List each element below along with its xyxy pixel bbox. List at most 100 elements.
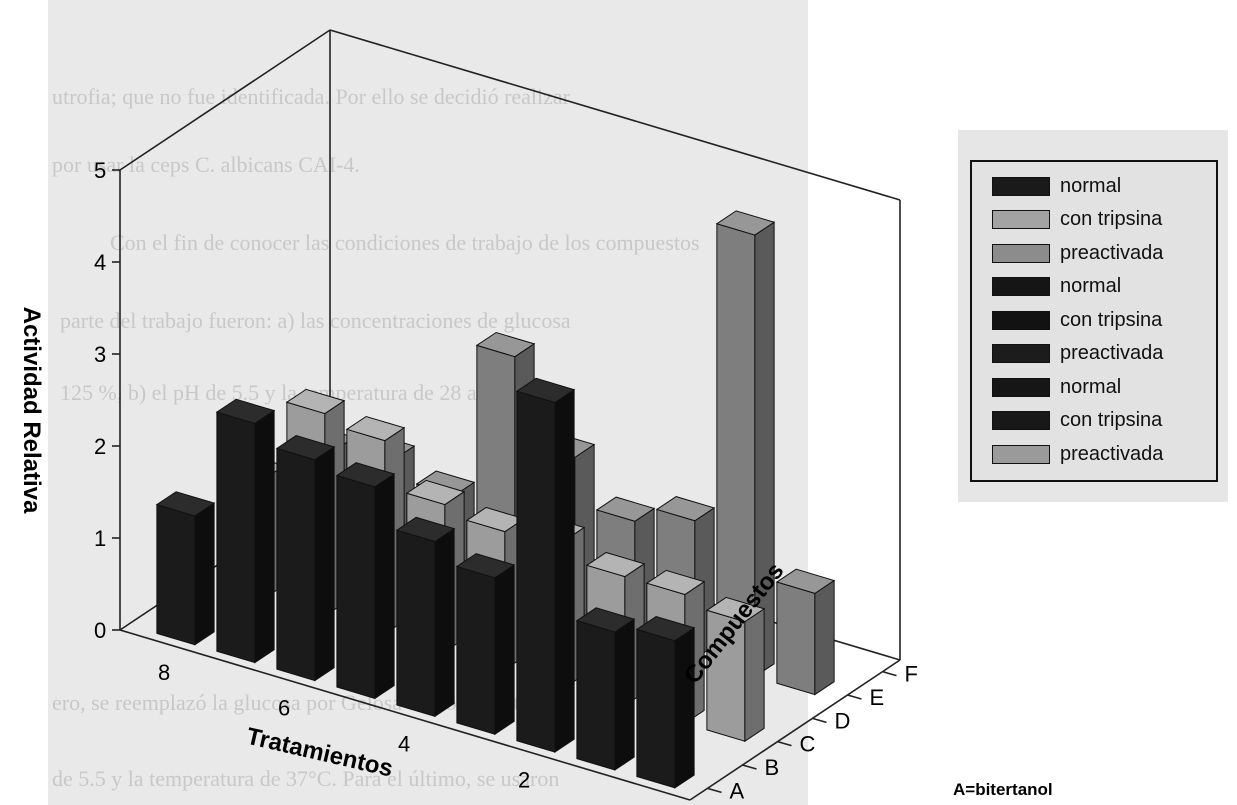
bar-front-face xyxy=(276,447,316,682)
y-tick-label: 4 xyxy=(94,250,106,275)
legend-item: con tripsina xyxy=(992,208,1162,232)
z-tick-label: A xyxy=(730,778,745,803)
bar-mark xyxy=(275,435,336,682)
y-axis-label: Actividad Relativa xyxy=(18,307,45,514)
bar-mark xyxy=(715,210,776,678)
bar-side-face xyxy=(434,527,455,718)
bar-side-face xyxy=(494,564,515,736)
bar-top-face xyxy=(655,496,716,522)
bar-front-face xyxy=(336,474,376,700)
bar-top-face xyxy=(595,496,656,522)
z-tick-label: C xyxy=(800,732,816,757)
bar-top-face xyxy=(155,491,216,517)
bar-mark xyxy=(215,398,276,664)
chart-frame-edge xyxy=(119,29,331,171)
bar-side-face xyxy=(814,579,835,696)
bar-side-face xyxy=(614,618,635,771)
z-tick-mark xyxy=(742,764,757,770)
chart-frame-edge xyxy=(689,659,901,801)
z-tick-mark xyxy=(812,717,827,724)
z-tick-mark xyxy=(847,694,862,700)
legend-item: preactivada xyxy=(992,442,1163,466)
bar-mark xyxy=(775,568,836,696)
legend-label: normal xyxy=(1060,375,1122,398)
y-tick-label: 0 xyxy=(94,618,106,643)
bar-top-face xyxy=(395,516,456,543)
bar-top-face xyxy=(635,615,696,642)
chart-frame-edge xyxy=(119,629,691,801)
legend-swatch xyxy=(992,377,1050,397)
bar-top-face xyxy=(515,377,576,404)
bar-side-face xyxy=(254,409,275,664)
bar-front-face xyxy=(456,565,496,735)
bar-mark xyxy=(395,516,456,718)
z-tick-label: B xyxy=(765,755,780,780)
legend-label: con tripsina xyxy=(1060,308,1163,331)
ghost-text-line: utrofia; que no fue identificada. Por el… xyxy=(52,84,571,109)
bar-mark xyxy=(155,491,216,646)
legend-label: preactivada xyxy=(1060,241,1164,264)
bar-side-face xyxy=(374,473,395,700)
y-tick-label: 2 xyxy=(94,434,106,459)
legend-label: normal xyxy=(1060,275,1122,297)
bar-mark xyxy=(335,462,396,700)
bar-front-face xyxy=(636,628,676,789)
bar-front-face xyxy=(396,529,436,717)
bar-top-face xyxy=(775,568,836,594)
z-tick-mark xyxy=(882,670,897,677)
bar-top-face xyxy=(585,551,646,578)
legend-swatch xyxy=(992,277,1050,296)
chart-frame-edge xyxy=(329,29,901,201)
y-tick-label: 5 xyxy=(94,158,106,183)
legend-label: preactivada xyxy=(1060,442,1164,465)
x-tick-label: 6 xyxy=(278,696,290,721)
bar-side-face xyxy=(194,502,215,646)
chart-legend: normal con tripsina preactivada normal con t… xyxy=(970,160,1218,482)
bar-front-face xyxy=(156,503,196,646)
legend-item: normal xyxy=(992,275,1121,299)
bar-top-face xyxy=(345,415,406,442)
bar-top-face xyxy=(475,331,536,358)
z-tick-label: D xyxy=(835,708,851,733)
bar-top-face xyxy=(335,462,396,488)
chart-bars xyxy=(155,210,836,789)
legend-label: con tripsina xyxy=(1060,409,1163,431)
legend-swatch xyxy=(992,176,1050,196)
legend-swatch xyxy=(992,344,1050,363)
z-tick-mark xyxy=(777,740,792,747)
z-tick-label: F xyxy=(905,662,918,687)
bar-front-face xyxy=(576,619,616,771)
bar-side-face xyxy=(674,626,695,789)
y-tick-label: 1 xyxy=(94,526,106,551)
bar-mark xyxy=(515,377,576,754)
bar-top-face xyxy=(455,553,516,579)
legend-label: preactivada xyxy=(1060,342,1164,364)
bar-top-face xyxy=(405,479,466,506)
bar-mark xyxy=(635,615,696,789)
bar-top-face xyxy=(215,398,276,424)
ghost-text-line: por usar la ceps C. albicans CAI-4. xyxy=(52,152,360,177)
bar-mark xyxy=(455,553,516,736)
bar-side-face xyxy=(744,607,765,743)
bar-top-face xyxy=(275,435,336,461)
bar-front-face xyxy=(776,581,816,696)
ghost-text-line: Con el fin de conocer las condiciones de… xyxy=(110,230,700,255)
bar-front-face xyxy=(216,411,256,664)
x-axis-label: Tratamientos xyxy=(244,723,396,783)
bar-top-face xyxy=(645,569,706,596)
compound-note: A=bitertanol xyxy=(953,780,1053,799)
legend-label: con tripsina xyxy=(1060,208,1163,230)
ghost-text-line: parte del trabajo fueron: a) las concent… xyxy=(60,308,571,333)
legend-label: normal xyxy=(1060,174,1122,197)
legend-item: normal xyxy=(992,375,1121,399)
legend-item: con tripsina xyxy=(992,409,1162,433)
legend-item: preactivada xyxy=(992,342,1163,366)
legend-item: normal xyxy=(992,174,1121,198)
x-tick-label: 2 xyxy=(518,767,530,792)
bar-mark xyxy=(575,607,636,771)
bar-top-face xyxy=(285,388,346,415)
legend-swatch xyxy=(992,444,1050,464)
x-tick-label: 8 xyxy=(158,660,170,685)
